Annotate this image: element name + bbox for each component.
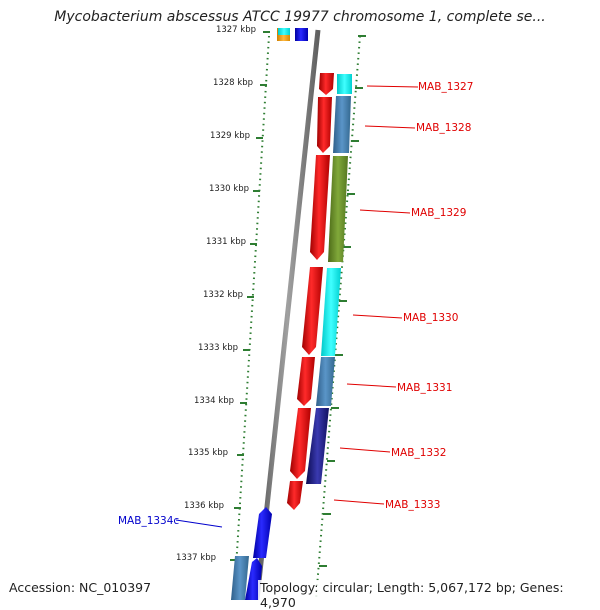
gene-label-MAB_1331[interactable]: MAB_1331: [397, 382, 452, 394]
map-title: Mycobacterium abscessus ATCC 19977 chrom…: [0, 9, 600, 25]
gene-arrow-MAB_1330[interactable]: [302, 267, 323, 355]
leader-line-MAB_1332: [339, 447, 391, 453]
gene-label-MAB_1333[interactable]: MAB_1333: [385, 499, 440, 511]
leader-line-MAB_1333: [333, 499, 385, 505]
gene-label-MAB_1334c[interactable]: MAB_1334c: [118, 515, 179, 527]
label-leader-lines: [175, 85, 419, 528]
map-footer: Accession: NC_010397 Topology: circular;…: [0, 576, 600, 610]
gene-label-MAB_1329[interactable]: MAB_1329: [411, 207, 466, 219]
gene-arrow-MAB_1334c[interactable]: [253, 507, 272, 558]
steel-feature-1331[interactable]: [316, 357, 335, 406]
ruler-inner-dotted-line: [233, 35, 270, 600]
gene-arrow-MAB_1329[interactable]: [310, 155, 330, 260]
cyan-feature-1330[interactable]: [321, 268, 341, 356]
gene-arrow-MAB_1333[interactable]: [287, 481, 303, 510]
gene-label-MAB_1330[interactable]: MAB_1330: [403, 312, 458, 324]
gene-label-MAB_1332[interactable]: MAB_1332: [391, 447, 446, 459]
leader-line-MAB_1327: [366, 85, 419, 88]
ruler-label-1328: 1328 kbp: [213, 78, 253, 88]
ruler-label-1335: 1335 kbp: [188, 448, 228, 458]
leader-line-MAB_1328: [364, 125, 416, 129]
olive-feature-1329[interactable]: [328, 156, 348, 262]
ruler-label-1336: 1336 kbp: [184, 501, 224, 511]
leader-line-MAB_1330: [352, 314, 403, 319]
ruler-label-1327: 1327 kbp: [216, 25, 256, 35]
leader-line-MAB_1334c: [175, 519, 223, 528]
ruler-label-1330: 1330 kbp: [209, 184, 249, 194]
cyan-feature-1327[interactable]: [337, 74, 352, 94]
ruler-label-1334: 1334 kbp: [194, 396, 234, 406]
ruler-outer-dotted-line: [315, 35, 361, 600]
ruler-label-1329: 1329 kbp: [210, 131, 250, 141]
reverse-strand-features: [231, 28, 308, 600]
leader-line-MAB_1331: [346, 383, 397, 388]
steel-feature-1328[interactable]: [333, 96, 351, 153]
ruler-label-1337: 1337 kbp: [176, 553, 216, 563]
gene-arrow-MAB_1331[interactable]: [297, 357, 315, 406]
leader-line-MAB_1329: [359, 209, 411, 214]
gene-label-MAB_1327[interactable]: MAB_1327: [418, 81, 473, 93]
ruler-label-1331: 1331 kbp: [206, 237, 246, 247]
blue-feature-top[interactable]: [295, 28, 308, 41]
gene-arrow-MAB_1328[interactable]: [317, 97, 332, 153]
blue-feature-bottom[interactable]: [245, 558, 262, 600]
ruler-label-1332: 1332 kbp: [203, 290, 243, 300]
forward-strand-features: [287, 73, 352, 510]
gene-arrow-MAB_1327[interactable]: [319, 73, 334, 95]
ruler-tick-group: 1327 kbp 1328 kbp 1329 kbp 1330 kbp 1331…: [176, 25, 270, 563]
cyan-feature-top[interactable]: [278, 28, 290, 35]
navy-feature-1332[interactable]: [306, 408, 329, 484]
gene-label-MAB_1328[interactable]: MAB_1328: [416, 122, 471, 134]
ruler-ring: [233, 35, 366, 600]
accession-text: Accession: NC_010397: [9, 580, 152, 595]
steel-feature-bottom[interactable]: [231, 556, 249, 600]
genome-summary-text: Topology: circular; Length: 5,067,172 bp…: [258, 580, 600, 610]
outer-tick-marks: [319, 35, 366, 567]
gene-arrow-MAB_1332[interactable]: [290, 408, 311, 479]
ruler-label-1333: 1333 kbp: [198, 343, 238, 353]
gene-labels: MAB_1327 MAB_1328 MAB_1329 MAB_1330 MAB_…: [118, 81, 473, 527]
